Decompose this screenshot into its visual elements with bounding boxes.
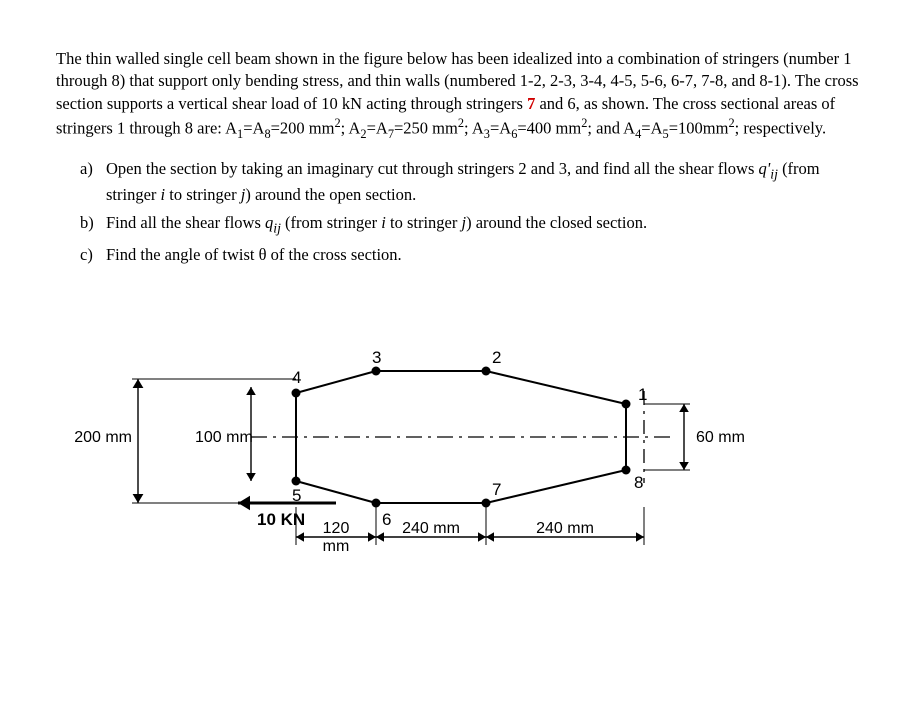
part-c-label: c) — [80, 244, 106, 266]
figure-svg: 12345678200 mm100 mm60 mm120mm240 mm240 … — [86, 327, 766, 587]
svg-text:120: 120 — [323, 520, 350, 537]
problem-parts: a) Open the section by taking an imagina… — [80, 158, 864, 266]
svg-text:6: 6 — [382, 510, 391, 529]
svg-text:7: 7 — [492, 480, 501, 499]
svg-text:3: 3 — [372, 348, 381, 367]
cross-section-figure: 12345678200 mm100 mm60 mm120mm240 mm240 … — [86, 327, 766, 607]
svg-text:240 mm: 240 mm — [536, 520, 594, 537]
svg-text:10 KN: 10 KN — [257, 510, 305, 529]
part-b-label: b) — [80, 212, 106, 238]
part-a: a) Open the section by taking an imagina… — [80, 158, 864, 206]
svg-text:60 mm: 60 mm — [696, 429, 745, 446]
svg-text:200 mm: 200 mm — [74, 429, 132, 446]
svg-text:240 mm: 240 mm — [402, 520, 460, 537]
svg-text:100 mm: 100 mm — [195, 429, 253, 446]
svg-text:1: 1 — [638, 385, 647, 404]
part-b: b) Find all the shear flows qij (from st… — [80, 212, 864, 238]
svg-text:8: 8 — [634, 473, 643, 492]
problem-intro: The thin walled single cell beam shown i… — [56, 48, 864, 142]
part-c: c) Find the angle of twist θ of the cros… — [80, 244, 864, 266]
part-a-label: a) — [80, 158, 106, 206]
svg-text:4: 4 — [292, 368, 301, 387]
part-b-body: Find all the shear flows qij (from strin… — [106, 212, 864, 238]
part-c-body: Find the angle of twist θ of the cross s… — [106, 244, 864, 266]
part-a-body: Open the section by taking an imaginary … — [106, 158, 864, 206]
svg-text:mm: mm — [323, 538, 350, 555]
svg-text:2: 2 — [492, 348, 501, 367]
